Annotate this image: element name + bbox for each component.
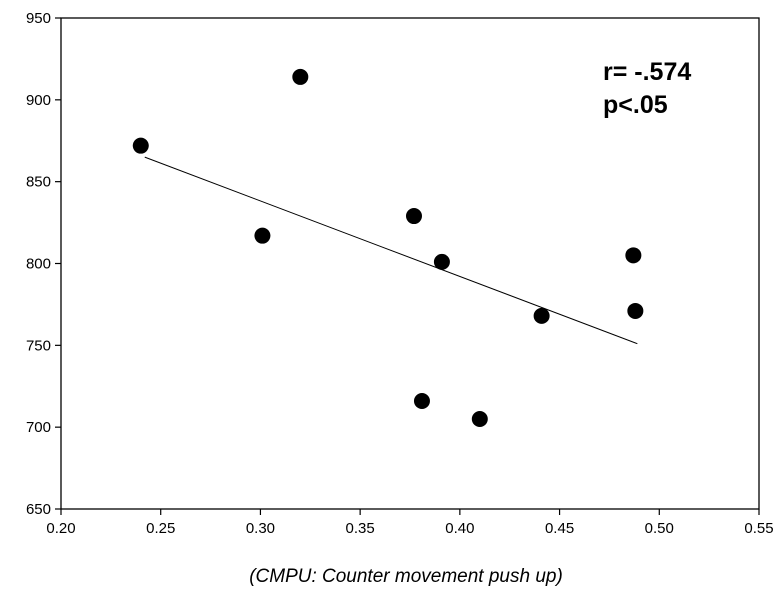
y-tick-label: 900: [26, 92, 51, 109]
x-tick-label: 0.50: [645, 520, 674, 537]
data-point: [471, 410, 488, 427]
data-point: [254, 227, 271, 244]
y-tick-label: 850: [26, 174, 51, 191]
trend-line: [144, 156, 638, 345]
correlation-annotation: r= -.574: [603, 58, 691, 86]
x-axis-caption: (CMPU: Counter movement push up): [249, 566, 563, 587]
data-point: [413, 392, 430, 409]
data-point: [292, 68, 309, 85]
significance-annotation: p<.05: [603, 91, 668, 119]
x-tick-label: 0.40: [445, 520, 474, 537]
data-point: [625, 247, 642, 264]
x-tick-label: 0.55: [744, 520, 773, 537]
x-tick-label: 0.20: [46, 520, 75, 537]
data-point: [405, 208, 422, 225]
data-points: [132, 68, 644, 427]
data-point: [433, 253, 450, 270]
y-tick-label: 700: [26, 419, 51, 436]
data-point: [132, 137, 149, 154]
x-tick-label: 0.25: [146, 520, 175, 537]
y-axis: 650 700 750 800 850 900 950: [26, 10, 61, 518]
x-tick-label: 0.30: [246, 520, 275, 537]
data-point: [627, 302, 644, 319]
x-tick-label: 0.45: [545, 520, 574, 537]
x-tick-label: 0.35: [346, 520, 375, 537]
y-tick-label: 800: [26, 256, 51, 273]
x-axis: 0.20 0.25 0.30 0.35 0.40 0.45 0.50 0.55: [46, 509, 774, 537]
y-tick-label: 950: [26, 10, 51, 27]
y-tick-label: 650: [26, 501, 51, 518]
data-point: [533, 307, 550, 324]
y-tick-label: 750: [26, 337, 51, 354]
